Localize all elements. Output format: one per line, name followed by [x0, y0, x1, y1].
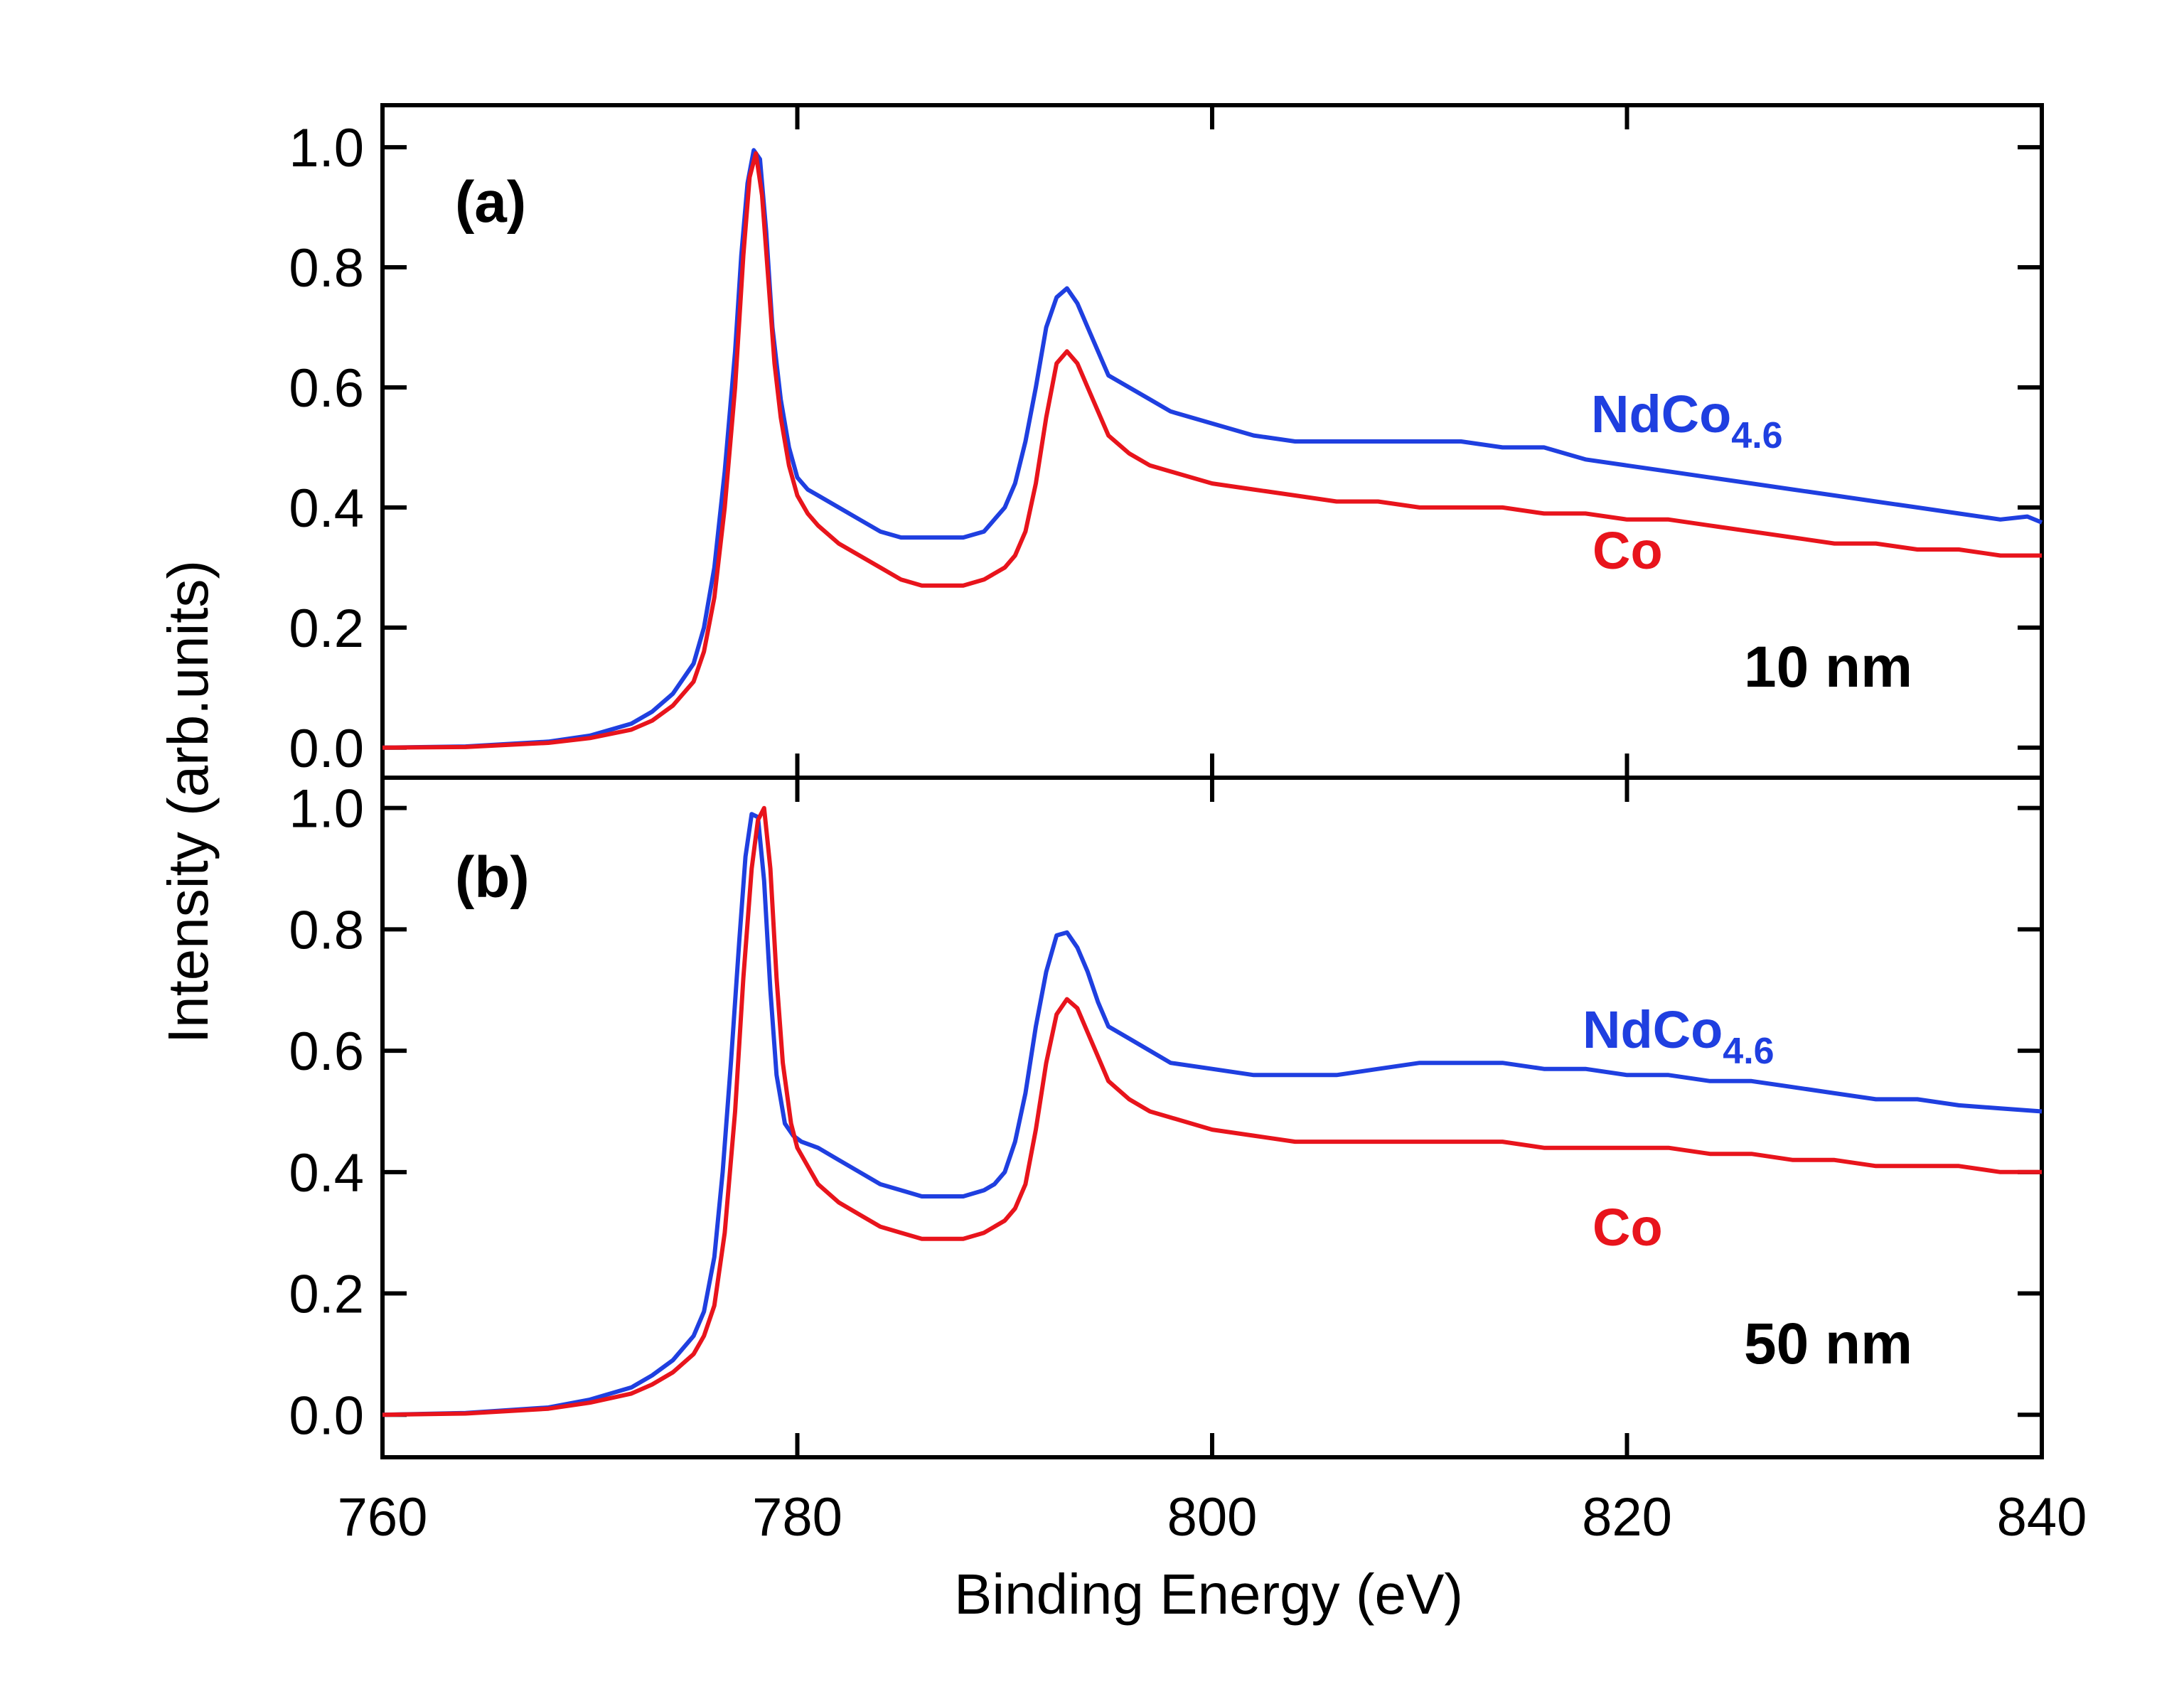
legend-ndco: NdCo4.6 — [1591, 385, 1783, 456]
y-tick-label: 1.0 — [289, 118, 364, 178]
y-tick-label: 0.4 — [289, 478, 364, 539]
series-line-co — [382, 151, 2042, 750]
y-tick-label: 0.8 — [289, 238, 364, 299]
y-tick-label: 0.2 — [289, 599, 364, 659]
y-tick-label: 0.4 — [289, 1143, 364, 1203]
thickness-annotation: 10 nm — [1744, 635, 1912, 699]
x-tick-label: 780 — [752, 1487, 842, 1548]
y-axis-title: Intensity (arb.units) — [156, 560, 220, 1044]
panel-label: (a) — [455, 170, 526, 235]
panel-b: 0.0 0.2 0.4 0.6 0.8 1.0 760 780 800 820 840 (b) 50 n… — [289, 776, 2087, 1548]
shared-axis-labels: Binding Energy (eV) Intensity (arb.units… — [156, 560, 1463, 1626]
y-tick-label: 0.6 — [289, 1022, 364, 1082]
y-tick-label: 0.0 — [289, 1385, 364, 1446]
legend-co: Co — [1592, 521, 1663, 580]
series-line-ndco — [382, 148, 2043, 750]
thickness-annotation: 50 nm — [1744, 1312, 1912, 1376]
legend-ndco-subscript: 4.6 — [1723, 1031, 1774, 1072]
x-axis-title: Binding Energy (eV) — [954, 1562, 1463, 1626]
series-line-ndco — [382, 812, 2043, 1417]
y-tick-label: 0.0 — [289, 719, 364, 779]
legend-ndco-subscript: 4.6 — [1731, 415, 1782, 456]
y-tick-label: 0.2 — [289, 1265, 364, 1325]
legend-co: Co — [1592, 1198, 1663, 1257]
x-tick-label: 760 — [338, 1487, 428, 1548]
x-tick-label: 840 — [1997, 1487, 2087, 1548]
y-tick-label: 1.0 — [289, 779, 364, 840]
panel-label: (b) — [455, 845, 530, 910]
x-tick-label: 820 — [1582, 1487, 1672, 1548]
y-tick-label: 0.8 — [289, 900, 364, 960]
series-line-co — [382, 805, 2042, 1417]
panel-a: 0.0 0.2 0.4 0.6 0.8 1.0 (a) 10 nm NdCo4.6 Co — [289, 103, 2044, 780]
legend-ndco: NdCo4.6 — [1583, 1000, 1774, 1072]
x-tick-label: 800 — [1167, 1487, 1258, 1548]
y-tick-label: 0.6 — [289, 358, 364, 419]
